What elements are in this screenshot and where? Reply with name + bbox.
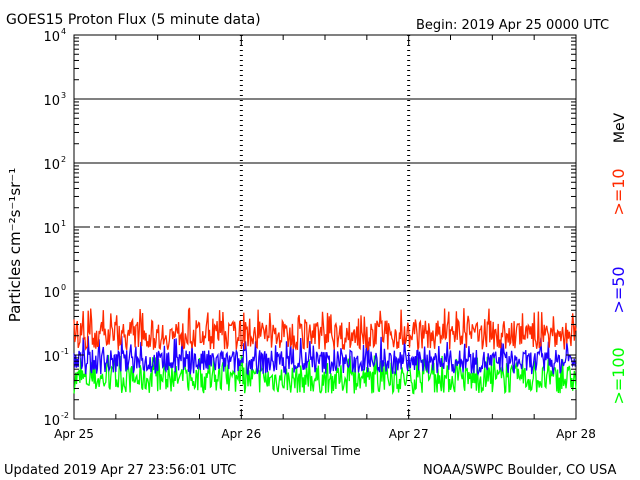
x-axis-label: Universal Time	[271, 444, 360, 458]
x-tick-labels: Apr 25 Apr 26 Apr 27 Apr 28	[54, 427, 596, 441]
series-line-ge10	[73, 307, 577, 352]
series-lines	[73, 307, 577, 395]
series-line-ge50	[73, 335, 577, 376]
updated-time: Updated 2019 Apr 27 23:56:01 UTC	[4, 463, 236, 478]
y-tick-exponent: 1	[61, 219, 66, 228]
legend-ge100: >=100	[609, 347, 628, 404]
axis-ticks	[73, 35, 577, 420]
y-tick-exponent: -1	[61, 347, 69, 356]
chart-title: GOES15 Proton Flux (5 minute data)	[6, 12, 261, 28]
y-tick-exponent: 2	[61, 155, 66, 164]
x-tick-label: Apr 26	[221, 427, 261, 441]
legend-ge50: >=50	[609, 266, 628, 313]
right-axis-unit: MeV	[612, 112, 628, 143]
y-tick-exponent: 0	[61, 283, 66, 292]
y-tick-label: 10	[43, 30, 60, 45]
y-tick-label: 10	[43, 158, 60, 173]
begin-time: Begin: 2019 Apr 25 0000 UTC	[416, 18, 609, 33]
gridlines	[74, 98, 576, 292]
y-tick-label: 10	[43, 350, 60, 365]
credit: NOAA/SWPC Boulder, CO USA	[423, 463, 616, 478]
y-tick-label: 10	[43, 414, 60, 429]
y-tick-exponent: 3	[61, 91, 66, 100]
y-tick-label: 10	[43, 222, 60, 237]
series-line-ge100	[73, 354, 577, 395]
y-axis-label: Particles cm⁻²s⁻¹sr⁻¹	[6, 168, 24, 322]
x-tick-label: Apr 28	[556, 427, 596, 441]
y-tick-exponent: 4	[61, 27, 66, 36]
legend-ge10: >=10	[609, 168, 628, 215]
x-tick-label: Apr 27	[389, 427, 429, 441]
y-tick-label: 10	[43, 94, 60, 109]
y-tick-label: 10	[43, 286, 60, 301]
x-tick-label: Apr 25	[54, 427, 94, 441]
y-tick-exponent: -2	[61, 411, 69, 420]
